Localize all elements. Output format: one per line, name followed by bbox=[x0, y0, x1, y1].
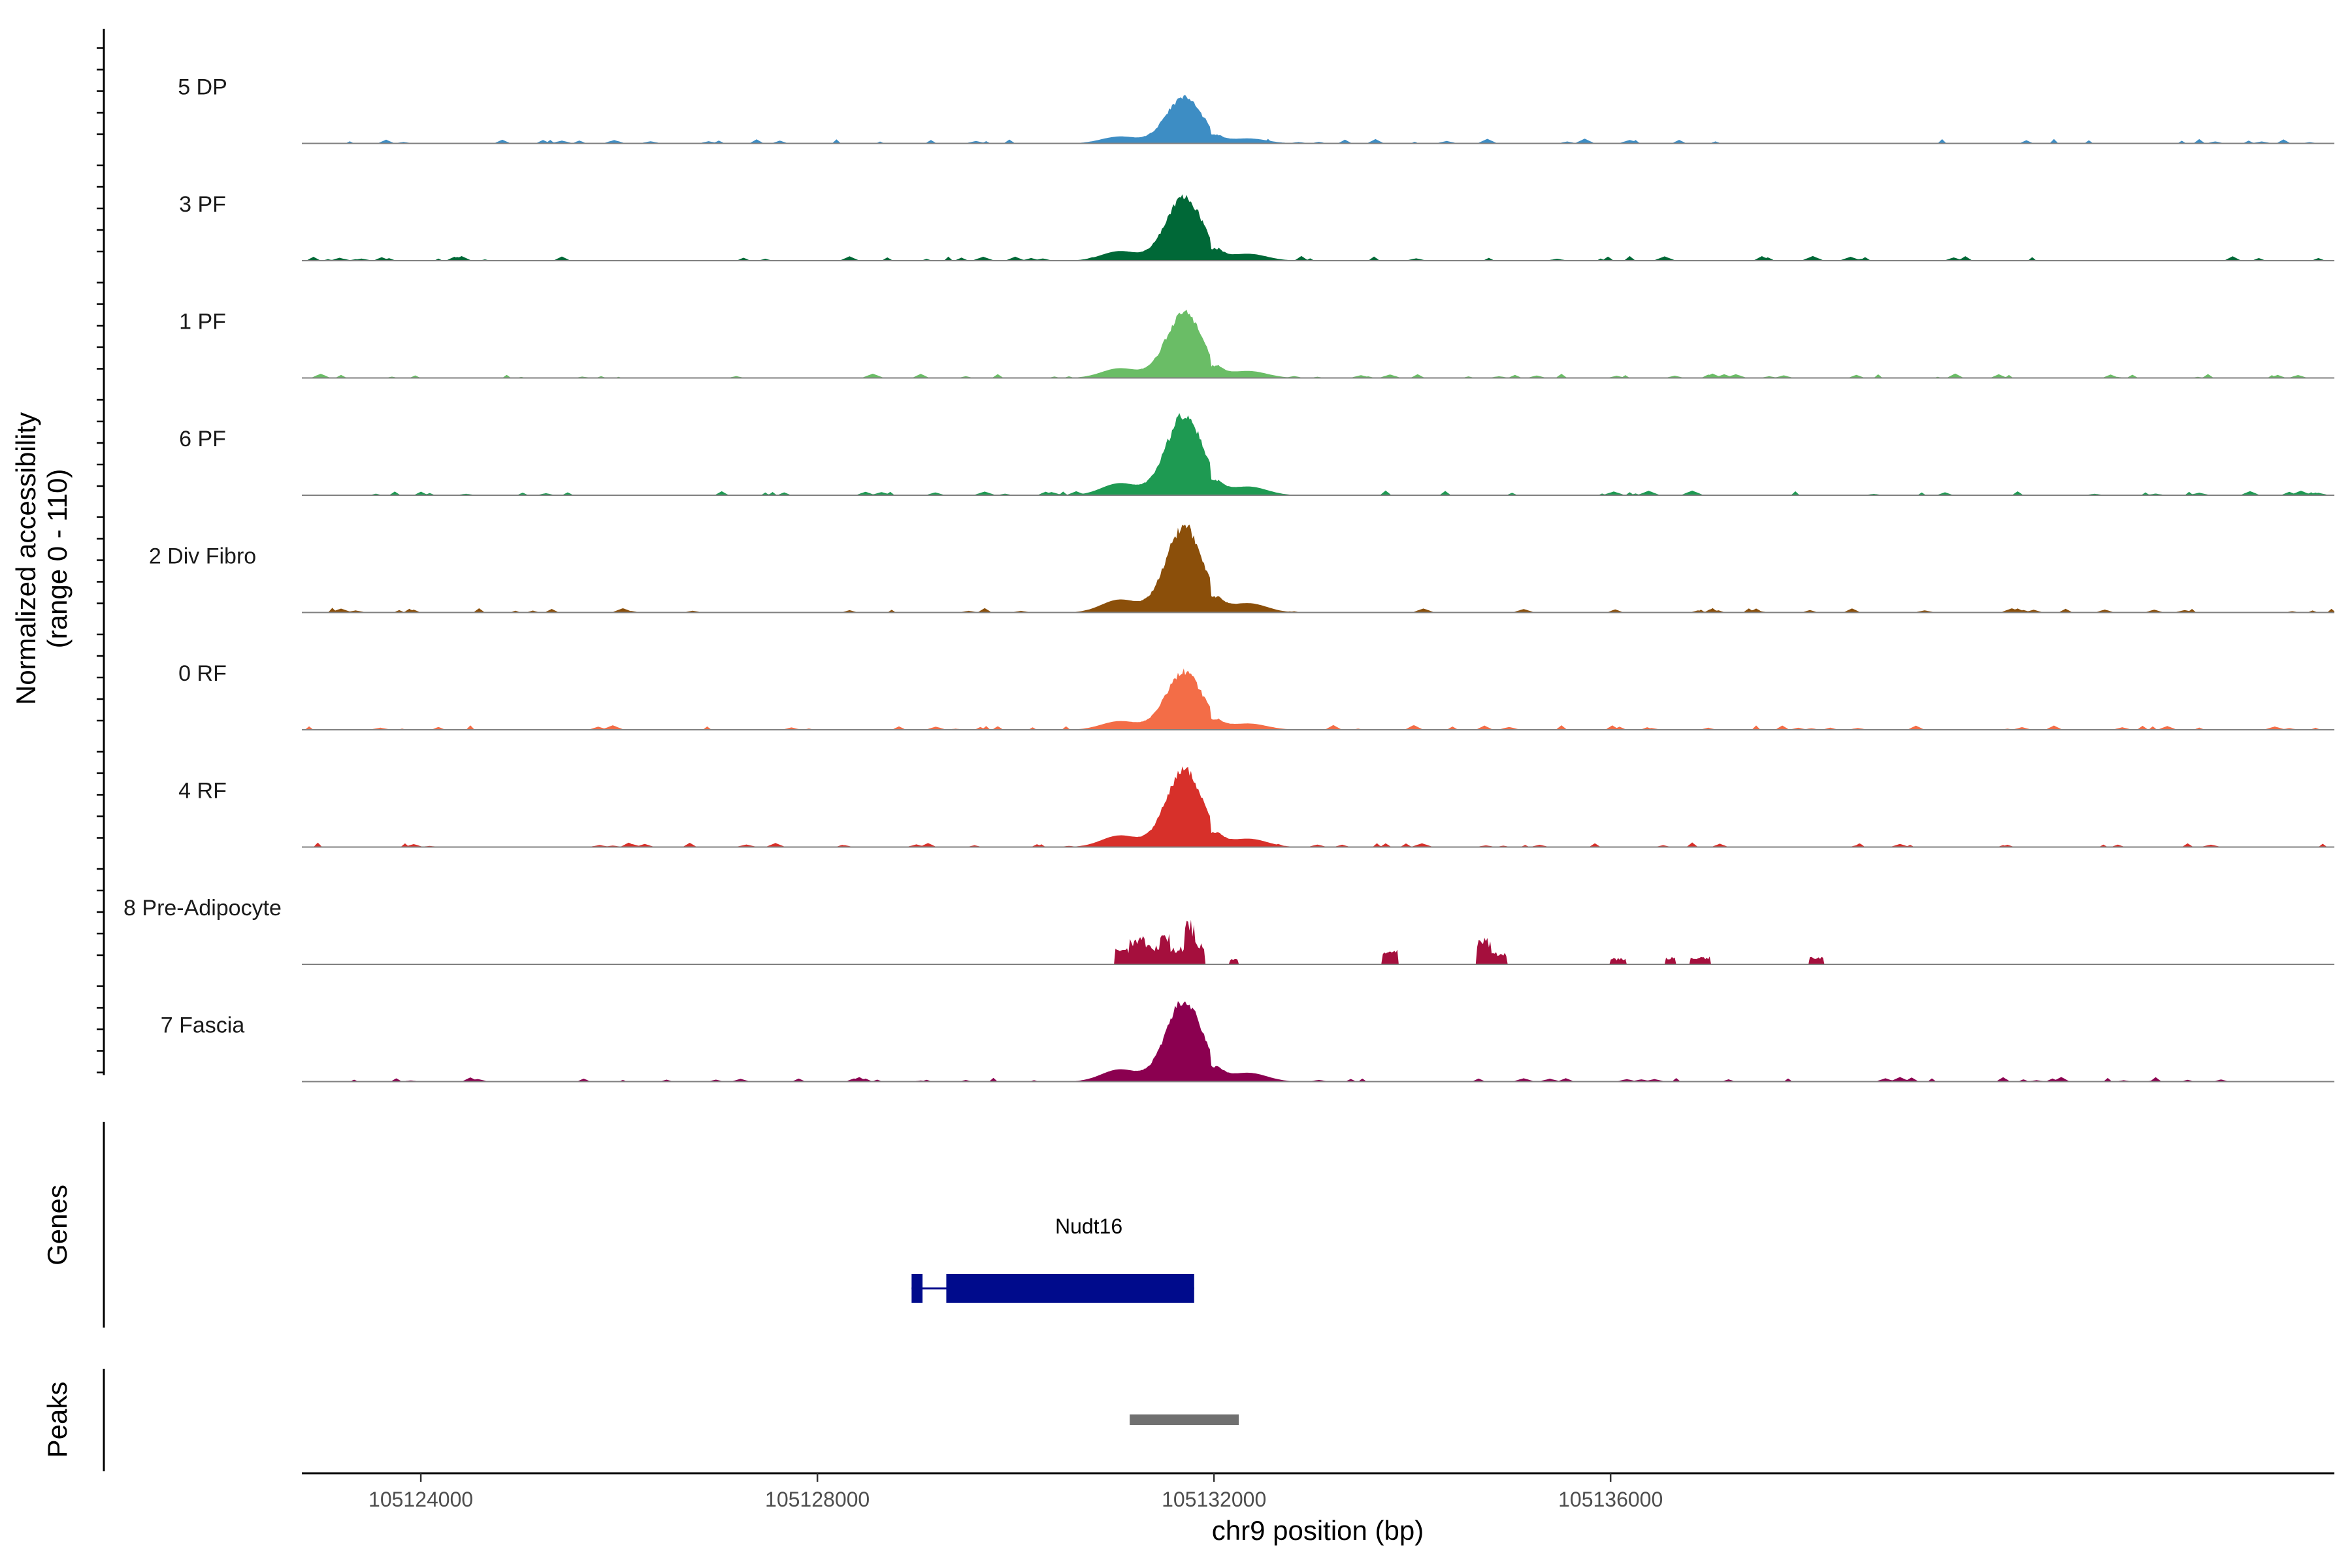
track-label: 3 PF bbox=[179, 192, 226, 217]
x-tick-label: 105128000 bbox=[765, 1488, 870, 1511]
track-8-pre-adipocyte: 8 Pre-Adipocyte bbox=[123, 896, 2334, 965]
peaks-panel: Peaks bbox=[42, 1369, 1239, 1471]
coverage-area bbox=[302, 668, 2334, 730]
coverage-tracks: 5 DP 3 PF 1 PF 6 PF 2 Div Fibro 0 RF 4 RF 8 Pre… bbox=[123, 75, 2334, 1083]
gene-exon bbox=[911, 1274, 923, 1303]
genes-panel: Genes Nudt16 bbox=[42, 1122, 1194, 1328]
gene-models: Nudt16 bbox=[911, 1215, 1194, 1303]
track-label: 1 PF bbox=[179, 310, 226, 335]
track-1-pf: 1 PF bbox=[179, 310, 2334, 379]
coverage-area bbox=[302, 919, 2334, 964]
track-label: 4 RF bbox=[178, 779, 227, 804]
track-6-pf: 6 PF bbox=[179, 413, 2334, 496]
x-axis: 105124000 105128000 105132000 105136000 bbox=[302, 1472, 2334, 1511]
track-label: 8 Pre-Adipocyte bbox=[123, 896, 282, 921]
coverage-area bbox=[302, 766, 2334, 847]
x-tick-label: 105136000 bbox=[1558, 1488, 1663, 1511]
track-label: 0 RF bbox=[178, 661, 227, 686]
coverage-area bbox=[302, 310, 2334, 378]
track-label: 6 PF bbox=[179, 427, 226, 451]
peaks-track-title: Peaks bbox=[42, 1382, 73, 1458]
genes-track-title: Genes bbox=[42, 1184, 73, 1266]
x-tick-label: 105124000 bbox=[368, 1488, 473, 1511]
coverage-area bbox=[302, 95, 2334, 144]
track-3-pf: 3 PF bbox=[179, 192, 2334, 261]
track-label: 7 Fascia bbox=[161, 1013, 245, 1038]
x-tick-label: 105132000 bbox=[1162, 1488, 1266, 1511]
coverage-area bbox=[302, 194, 2334, 261]
y-axis-title: Normalized accessibility (range 0 - 110) bbox=[10, 412, 73, 705]
track-label: 2 Div Fibro bbox=[149, 544, 256, 569]
y-axis bbox=[97, 29, 105, 1075]
peak-bar bbox=[1130, 1414, 1239, 1425]
gene-name-label: Nudt16 bbox=[1055, 1215, 1122, 1238]
coverage-area bbox=[302, 525, 2334, 613]
x-axis-title: chr9 position (bp) bbox=[1212, 1515, 1424, 1546]
coverage-area bbox=[302, 1001, 2334, 1082]
track-label: 5 DP bbox=[178, 75, 227, 100]
y-axis-title-line1: Normalized accessibility bbox=[10, 412, 41, 705]
peak-regions bbox=[1130, 1414, 1239, 1425]
track-2-div-fibro: 2 Div Fibro bbox=[149, 525, 2334, 613]
coverage-area bbox=[302, 413, 2334, 495]
track-0-rf: 0 RF bbox=[178, 661, 2334, 730]
track-4-rf: 4 RF bbox=[178, 766, 2334, 848]
gene-exon bbox=[946, 1274, 1194, 1303]
track-5-dp: 5 DP bbox=[178, 75, 2334, 144]
track-7-fascia: 7 Fascia bbox=[161, 1001, 2334, 1083]
y-axis-title-line2: (range 0 - 110) bbox=[42, 469, 73, 649]
